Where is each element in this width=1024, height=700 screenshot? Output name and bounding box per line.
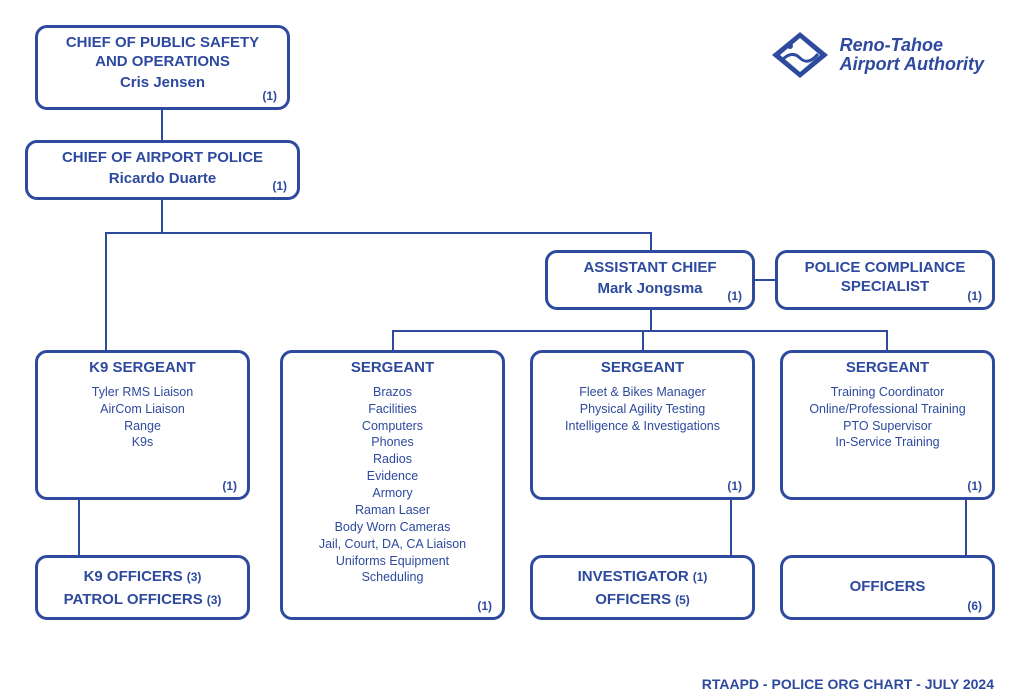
count: (1) bbox=[727, 479, 742, 493]
duties: Brazos Facilities Computers Phones Radio… bbox=[291, 384, 494, 587]
connector bbox=[392, 330, 394, 350]
title: CHIEF OF AIRPORT POLICE bbox=[36, 149, 289, 168]
officers5-line: OFFICERS (5) bbox=[541, 589, 744, 612]
logo-line2: Airport Authority bbox=[840, 55, 984, 74]
box-investigator-officers: INVESTIGATOR (1) OFFICERS (5) bbox=[530, 555, 755, 620]
label: PATROL OFFICERS bbox=[64, 589, 203, 612]
count: (1) bbox=[477, 599, 492, 613]
logo: Reno-Tahoe Airport Authority bbox=[770, 30, 984, 80]
title: POLICE COMPLIANCE SPECIALIST bbox=[786, 259, 984, 297]
count: (1) bbox=[967, 289, 982, 303]
connector bbox=[161, 110, 163, 140]
connector bbox=[730, 500, 732, 555]
logo-text: Reno-Tahoe Airport Authority bbox=[840, 36, 984, 74]
count: (3) bbox=[207, 591, 222, 609]
label: OFFICERS bbox=[595, 589, 671, 612]
k9-officers-line: K9 OFFICERS (3) bbox=[46, 566, 239, 589]
count: (1) bbox=[222, 479, 237, 493]
count: (1) bbox=[727, 289, 742, 303]
label: INVESTIGATOR bbox=[578, 566, 689, 589]
title: CHIEF OF PUBLIC SAFETY AND OPERATIONS bbox=[46, 34, 279, 72]
footer-caption: RTAAPD - POLICE ORG CHART - JULY 2024 bbox=[702, 676, 994, 692]
connector bbox=[650, 232, 652, 250]
person-name: Ricardo Duarte bbox=[36, 170, 289, 187]
box-assistant-chief: ASSISTANT CHIEF Mark Jongsma (1) bbox=[545, 250, 755, 310]
title: ASSISTANT CHIEF bbox=[556, 259, 744, 278]
count: (1) bbox=[272, 179, 287, 193]
count: (5) bbox=[675, 591, 690, 609]
connector bbox=[755, 279, 775, 281]
box-officers-6: OFFICERS (6) bbox=[780, 555, 995, 620]
connector bbox=[161, 200, 163, 232]
connector bbox=[965, 500, 967, 555]
count: (1) bbox=[262, 89, 277, 103]
box-sergeant-fleet: SERGEANT Fleet & Bikes Manager Physical … bbox=[530, 350, 755, 500]
duties: Fleet & Bikes Manager Physical Agility T… bbox=[541, 384, 744, 435]
label: K9 OFFICERS bbox=[84, 566, 183, 589]
box-k9-patrol-officers: K9 OFFICERS (3) PATROL OFFICERS (3) bbox=[35, 555, 250, 620]
title: K9 SERGEANT bbox=[46, 359, 239, 378]
count: (1) bbox=[967, 479, 982, 493]
title: OFFICERS bbox=[850, 578, 926, 597]
connector bbox=[78, 500, 80, 555]
connector bbox=[886, 330, 888, 350]
title: SERGEANT bbox=[291, 359, 494, 378]
box-sergeant-training: SERGEANT Training Coordinator Online/Pro… bbox=[780, 350, 995, 500]
person-name: Mark Jongsma bbox=[556, 280, 744, 297]
connector bbox=[392, 330, 888, 332]
logo-line1: Reno-Tahoe bbox=[840, 36, 984, 55]
box-chief-public-safety: CHIEF OF PUBLIC SAFETY AND OPERATIONS Cr… bbox=[35, 25, 290, 110]
box-sergeant-logistics: SERGEANT Brazos Facilities Computers Pho… bbox=[280, 350, 505, 620]
investigator-line: INVESTIGATOR (1) bbox=[541, 566, 744, 589]
connector bbox=[642, 330, 644, 350]
duties: Tyler RMS Liaison AirCom Liaison Range K… bbox=[46, 384, 239, 452]
title: SERGEANT bbox=[541, 359, 744, 378]
connector bbox=[105, 232, 107, 350]
connector bbox=[650, 310, 652, 330]
patrol-officers-line: PATROL OFFICERS (3) bbox=[46, 589, 239, 612]
box-chief-airport-police: CHIEF OF AIRPORT POLICE Ricardo Duarte (… bbox=[25, 140, 300, 200]
count: (3) bbox=[187, 568, 202, 586]
box-k9-sergeant: K9 SERGEANT Tyler RMS Liaison AirCom Lia… bbox=[35, 350, 250, 500]
count: (1) bbox=[693, 568, 708, 586]
connector bbox=[105, 232, 652, 234]
count: (6) bbox=[967, 599, 982, 613]
person-name: Cris Jensen bbox=[46, 74, 279, 91]
box-compliance-specialist: POLICE COMPLIANCE SPECIALIST (1) bbox=[775, 250, 995, 310]
duties: Training Coordinator Online/Professional… bbox=[791, 384, 984, 452]
airport-logo-icon bbox=[770, 30, 830, 80]
title: SERGEANT bbox=[791, 359, 984, 378]
